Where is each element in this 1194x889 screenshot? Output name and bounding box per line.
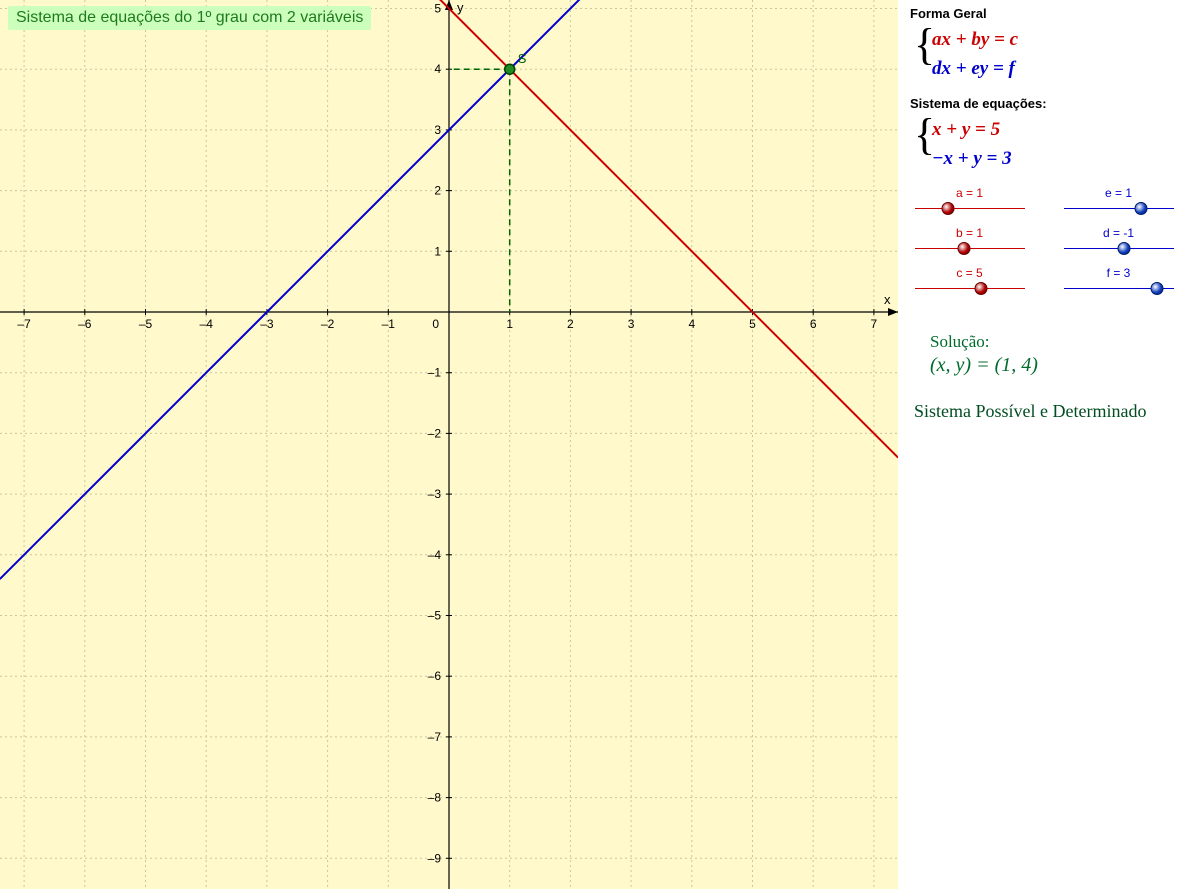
slider-thumb[interactable] <box>1151 282 1164 295</box>
heading-general: Forma Geral <box>910 6 1178 21</box>
slider[interactable]: e = 1 <box>1059 186 1178 216</box>
svg-text:–6: –6 <box>78 317 92 331</box>
svg-text:0: 0 <box>432 317 439 331</box>
slider-label: c = 5 <box>910 266 1029 280</box>
slider-track[interactable] <box>1064 282 1174 296</box>
slider[interactable]: b = 1 <box>910 226 1029 256</box>
slider-label: f = 3 <box>1059 266 1178 280</box>
slider-track[interactable] <box>1064 202 1174 216</box>
general-form-block: { ax + by = c dx + ey = f <box>910 25 1178 84</box>
title-box: Sistema de equações do 1º grau com 2 var… <box>8 6 371 30</box>
svg-text:–6: –6 <box>428 669 442 683</box>
svg-text:–4: –4 <box>428 548 442 562</box>
solution-lhs: (x, y) = <box>930 354 995 376</box>
svg-text:–5: –5 <box>428 609 442 623</box>
svg-text:–1: –1 <box>428 366 442 380</box>
svg-text:5: 5 <box>434 2 441 16</box>
svg-text:2: 2 <box>567 317 574 331</box>
svg-text:y: y <box>457 0 464 15</box>
slider-thumb[interactable] <box>1134 202 1147 215</box>
slider-track[interactable] <box>915 242 1025 256</box>
svg-text:–1: –1 <box>382 317 396 331</box>
system-block: { x + y = 5 −x + y = 3 <box>910 115 1178 174</box>
svg-text:–4: –4 <box>200 317 214 331</box>
slider-track[interactable] <box>915 282 1025 296</box>
graph-panel[interactable]: –7 –6 –5 –4 –3 –2 –1 1 2 3 4 5 6 7 5 4 3 2 1 –1 –2 –3 –4 –5 –6 –7… <box>0 0 898 889</box>
svg-text:1: 1 <box>506 317 513 331</box>
side-panel: Forma Geral { ax + by = c dx + ey = f Si… <box>898 0 1188 889</box>
svg-text:4: 4 <box>434 62 441 76</box>
slider[interactable]: a = 1 <box>910 186 1029 216</box>
sliders-block: a = 1 b = 1 c = 5 e = 1 d = -1 f = 3 <box>910 186 1178 306</box>
solution-rhs: (1, 4) <box>995 354 1038 376</box>
brace-icon: { <box>914 23 935 67</box>
brace-icon: { <box>914 113 935 157</box>
svg-text:3: 3 <box>628 317 635 331</box>
slider-label: a = 1 <box>910 186 1029 200</box>
solution-title: Solução: <box>930 332 1178 352</box>
general-eq-1: ax + by = c <box>932 25 1178 54</box>
svg-text:3: 3 <box>434 123 441 137</box>
slider-thumb[interactable] <box>1118 242 1131 255</box>
svg-text:–2: –2 <box>321 317 335 331</box>
svg-text:1: 1 <box>434 244 441 258</box>
general-eq-2: dx + ey = f <box>932 54 1178 83</box>
system-eq-1: x + y = 5 <box>932 115 1178 144</box>
sliders-blue: e = 1 d = -1 f = 3 <box>1059 186 1178 306</box>
svg-text:5: 5 <box>749 317 756 331</box>
svg-text:–7: –7 <box>17 317 31 331</box>
svg-text:6: 6 <box>810 317 817 331</box>
system-eq-2: −x + y = 3 <box>932 144 1178 173</box>
slider-label: d = -1 <box>1059 226 1178 240</box>
classification-text: Sistema Possível e Determinado <box>914 401 1178 422</box>
svg-text:S: S <box>518 51 527 66</box>
slider-track[interactable] <box>1064 242 1174 256</box>
slider-track[interactable] <box>915 202 1025 216</box>
slider-label: e = 1 <box>1059 186 1178 200</box>
svg-text:–8: –8 <box>428 791 442 805</box>
svg-text:4: 4 <box>688 317 695 331</box>
heading-system: Sistema de equações: <box>910 96 1178 111</box>
slider[interactable]: f = 3 <box>1059 266 1178 296</box>
svg-text:–9: –9 <box>428 851 442 865</box>
slider-thumb[interactable] <box>941 202 954 215</box>
svg-text:x: x <box>884 292 891 307</box>
svg-text:–7: –7 <box>428 730 442 744</box>
svg-text:–3: –3 <box>260 317 274 331</box>
svg-text:–2: –2 <box>428 426 442 440</box>
slider-label: b = 1 <box>910 226 1029 240</box>
solution-block: Solução: (x, y) = (1, 4) <box>930 332 1178 377</box>
graph-svg[interactable]: –7 –6 –5 –4 –3 –2 –1 1 2 3 4 5 6 7 5 4 3 2 1 –1 –2 –3 –4 –5 –6 –7… <box>0 0 898 889</box>
slider-thumb[interactable] <box>958 242 971 255</box>
slider-thumb[interactable] <box>974 282 987 295</box>
slider[interactable]: c = 5 <box>910 266 1029 296</box>
svg-text:–3: –3 <box>428 487 442 501</box>
solution-point <box>505 64 515 74</box>
svg-text:–5: –5 <box>139 317 153 331</box>
solution-eq: (x, y) = (1, 4) <box>930 354 1178 377</box>
sliders-red: a = 1 b = 1 c = 5 <box>910 186 1029 306</box>
svg-text:7: 7 <box>871 317 878 331</box>
svg-text:2: 2 <box>434 184 441 198</box>
slider[interactable]: d = -1 <box>1059 226 1178 256</box>
